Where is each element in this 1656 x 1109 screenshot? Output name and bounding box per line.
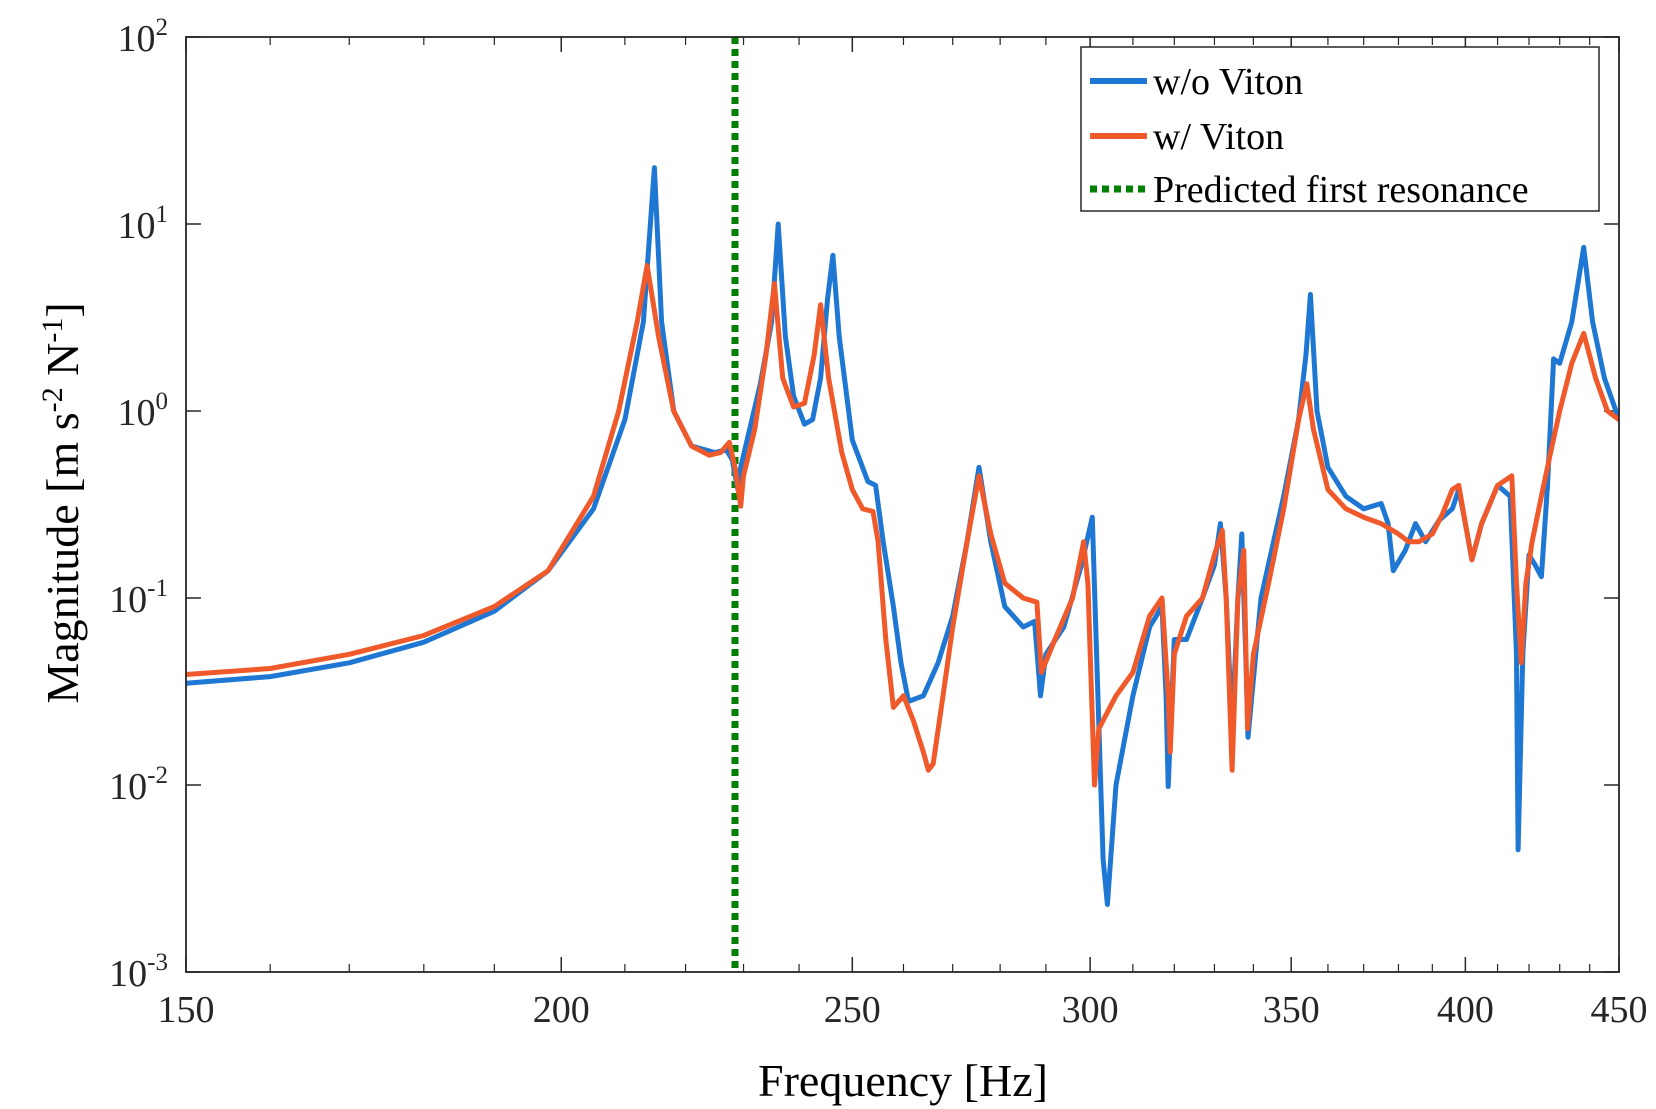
legend-label-without-viton: w/o Viton bbox=[1153, 61, 1303, 103]
x-tick-label: 450 bbox=[1591, 989, 1648, 1031]
y-axis-label: Magnitude [m s-2 N-1] bbox=[36, 302, 88, 703]
legend-box bbox=[1080, 46, 1600, 212]
y-tick-labels: 102 101 100 10-1 10-2 10-3 bbox=[109, 14, 168, 995]
x-axis-label: Frequency [Hz] bbox=[758, 1055, 1048, 1106]
y-tick-label: 10-2 bbox=[109, 762, 168, 808]
legend: w/o Viton w/ Viton Predicted first reson… bbox=[1080, 46, 1600, 212]
x-tick-label: 400 bbox=[1437, 989, 1494, 1031]
x-tick-labels: 150 200 250 300 350 400 450 bbox=[158, 989, 1648, 1031]
axes-box bbox=[185, 36, 1620, 973]
x-tick-label: 350 bbox=[1263, 989, 1320, 1031]
axis-ticks bbox=[185, 36, 1620, 973]
y-tick-label: 102 bbox=[118, 14, 169, 60]
legend-label-with-viton: w/ Viton bbox=[1153, 116, 1284, 158]
legend-label-predicted-resonance: Predicted first resonance bbox=[1153, 169, 1529, 211]
series-line-with-viton bbox=[186, 263, 1619, 788]
y-tick-label: 10-3 bbox=[109, 949, 168, 995]
y-tick-label: 100 bbox=[118, 388, 169, 434]
x-tick-label: 150 bbox=[158, 989, 215, 1031]
x-tick-label: 200 bbox=[533, 989, 590, 1031]
x-tick-label: 300 bbox=[1062, 989, 1119, 1031]
y-tick-label: 10-1 bbox=[109, 575, 168, 621]
y-tick-label: 101 bbox=[118, 201, 169, 247]
x-tick-label: 250 bbox=[824, 989, 881, 1031]
series-layer bbox=[186, 37, 1619, 972]
